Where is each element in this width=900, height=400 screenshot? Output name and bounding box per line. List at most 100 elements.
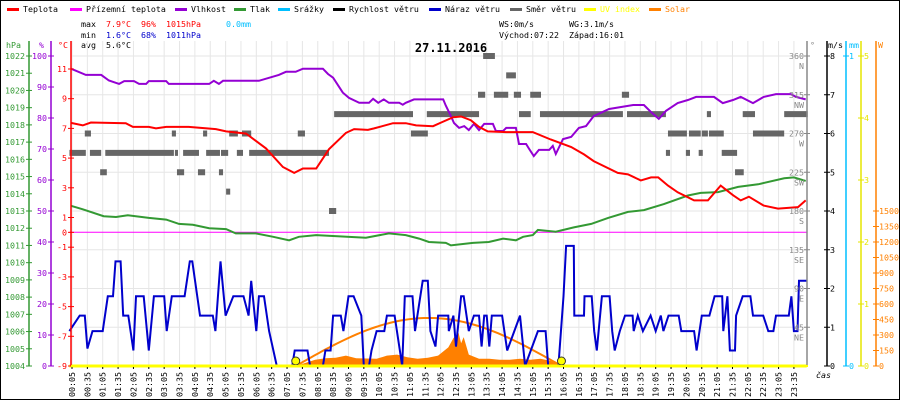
stat-min-temp: 1.6°C — [106, 30, 131, 40]
direction-compass-label: SE — [794, 255, 804, 265]
wind-direction-mark — [735, 169, 744, 176]
stat-min-humidity: 68% — [141, 30, 156, 40]
x-tick-label: 04:05 — [190, 372, 200, 397]
stat-max-humidity: 96% — [141, 19, 156, 29]
legend-swatch — [333, 8, 345, 11]
x-tick-label: 23:05 — [774, 372, 784, 397]
x-tick-label: 22:35 — [758, 372, 768, 397]
x-tick-label: 14:05 — [497, 372, 507, 397]
legend-item-tlak: Tlak — [234, 4, 270, 14]
temperature-tick-label: 11 — [57, 64, 67, 74]
wind-direction-mark — [218, 169, 224, 176]
wind-direction-mark — [539, 111, 623, 118]
wind-direction-mark — [426, 111, 480, 118]
wind-tick-label: 5 — [830, 167, 835, 177]
legend-label: Přízemní teplota — [86, 4, 166, 14]
wind-direction-mark — [685, 149, 690, 156]
wind-direction-mark — [721, 149, 738, 156]
rain-unit-label: mm — [849, 40, 859, 50]
direction-compass-label: NE — [794, 332, 804, 342]
stat-min-pressure: 1011hPa — [166, 30, 201, 40]
wind-direction-mark — [530, 91, 541, 98]
legend-label: Solar — [665, 4, 690, 14]
legend-item-solar: Solar — [649, 4, 690, 14]
x-tick-label: 10:35 — [390, 372, 400, 397]
legend-swatch — [584, 8, 596, 11]
direction-tick-label: 270 — [789, 129, 804, 139]
x-tick-label: 00:35 — [82, 372, 92, 397]
legend-label: Teplota — [23, 4, 58, 14]
wind-direction-mark — [627, 111, 666, 118]
legend-item-prizemni-teplota: Přízemní teplota — [70, 4, 166, 14]
wind-direction-mark — [183, 149, 199, 156]
stat-min-label: min — [81, 30, 96, 40]
wind-direction-mark — [483, 53, 495, 59]
solar-unit-label: W — [878, 40, 883, 50]
direction-unit-label: ° — [810, 40, 815, 50]
x-tick-label: 06:05 — [251, 372, 261, 397]
stat-max-label: max — [81, 19, 96, 29]
wind-tick-label: 7 — [830, 90, 835, 100]
pressure-tick-label: 1020 — [5, 85, 25, 95]
wind-direction-mark — [493, 91, 509, 98]
wind-direction-mark — [69, 149, 86, 156]
pressure-unit-label: hPa — [6, 40, 21, 50]
legend-swatch — [234, 8, 246, 11]
x-tick-label: 01:35 — [113, 372, 123, 397]
legend-label: Rychlost větru — [349, 4, 419, 14]
temperature-tick-label: -3 — [57, 272, 67, 282]
x-tick-label: 01:05 — [98, 372, 108, 397]
sunrise-marker — [291, 356, 301, 366]
x-tick-label: 13:05 — [466, 372, 476, 397]
legend-item-smer-vetru: Směr větru — [510, 4, 576, 14]
direction-tick-label: 180 — [789, 206, 804, 216]
humidity-line — [70, 67, 806, 158]
humidity-tick-label: 20 — [37, 299, 47, 309]
wind-tick-label: 2 — [830, 284, 835, 294]
wind-direction-mark — [174, 149, 178, 156]
legend-swatch — [70, 8, 82, 11]
direction-tick-label: 225 — [789, 167, 804, 177]
uv-tick-label: 4 — [864, 113, 869, 123]
legend-label: Náraz větru — [445, 4, 500, 14]
legend-label: Směr větru — [526, 4, 576, 14]
wind-tick-label: 3 — [830, 245, 835, 255]
wind-direction-mark — [229, 130, 238, 137]
wind-direction-mark — [171, 130, 176, 137]
pressure-tick-label: 1004 — [5, 361, 25, 371]
solar-tick-label: 150 — [879, 346, 894, 356]
x-tick-label: 02:35 — [144, 372, 154, 397]
x-tick-label: 08:35 — [328, 372, 338, 397]
temperature-tick-label: -7 — [57, 331, 67, 341]
solar-tick-label: 750 — [879, 284, 894, 294]
solar-tick-label: 300 — [879, 330, 894, 340]
x-tick-label: 23:35 — [789, 372, 799, 397]
direction-tick-label: 360 — [789, 51, 804, 61]
chart-title: 27.11.2016 — [415, 41, 487, 55]
humidity-tick-label: 0 — [42, 361, 47, 371]
wind-direction-mark — [752, 130, 785, 137]
x-tick-label: 21:35 — [727, 372, 737, 397]
temperature-unit-label: °C — [58, 40, 68, 50]
pressure-tick-label: 1009 — [5, 275, 25, 285]
wind-direction-mark — [708, 130, 724, 137]
direction-tick-label: 90 — [794, 284, 804, 294]
x-tick-label: 03:05 — [159, 372, 169, 397]
wind-direction-mark — [206, 149, 220, 156]
wind-direction-mark — [84, 130, 91, 137]
legend-label: Vlhkost — [191, 4, 226, 14]
direction-compass-label: N — [799, 61, 804, 71]
pressure-tick-label: 1007 — [5, 309, 25, 319]
temperature-tick-label: 1 — [62, 212, 67, 222]
x-tick-label: 04:35 — [205, 372, 215, 397]
x-tick-label: 11:05 — [405, 372, 415, 397]
wind-tick-label: 8 — [830, 51, 835, 61]
wind-direction-mark — [513, 91, 522, 98]
grid — [71, 41, 808, 367]
pressure-tick-label: 1021 — [5, 68, 25, 78]
pressure-tick-label: 1019 — [5, 103, 25, 113]
pressure-tick-label: 1018 — [5, 120, 25, 130]
direction-tick-label: 315 — [789, 90, 804, 100]
legend-label: Srážky — [294, 4, 324, 14]
